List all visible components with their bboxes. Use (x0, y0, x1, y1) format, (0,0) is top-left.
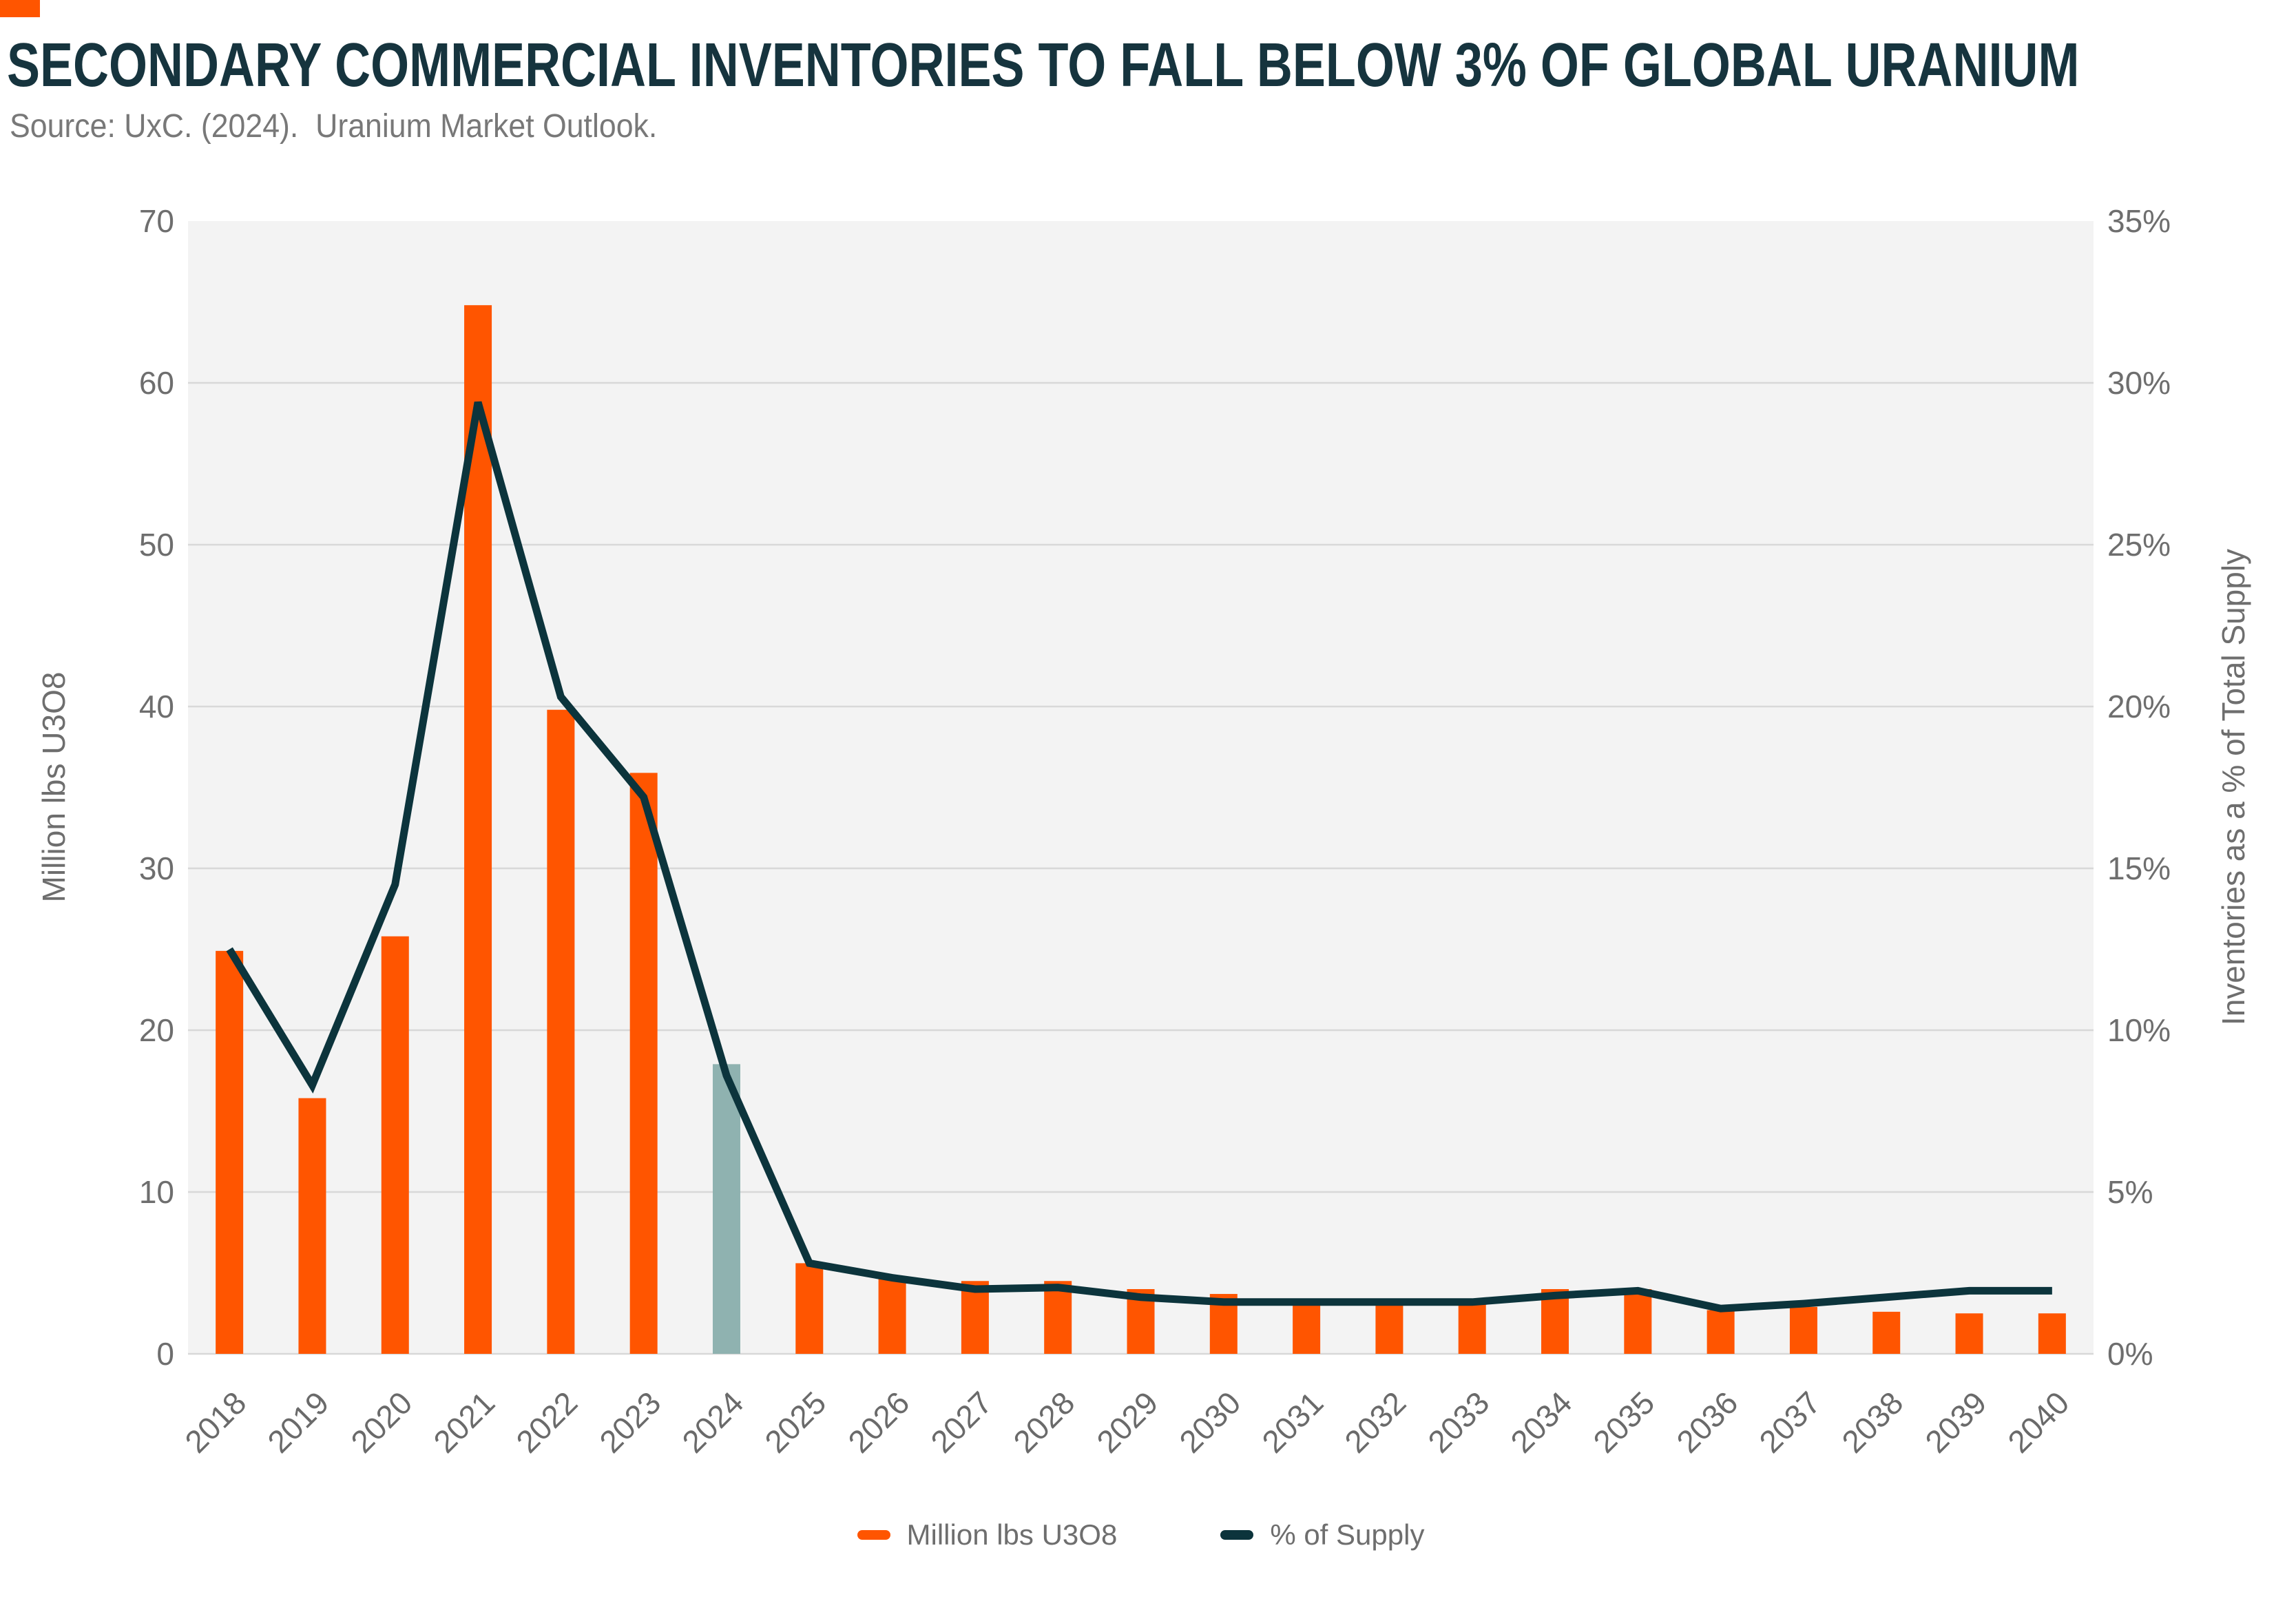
bar-2037 (1789, 1306, 1817, 1354)
line-series-swatch-icon (1220, 1530, 1254, 1540)
bar-2021 (464, 305, 492, 1355)
brand-accent-rect (0, 0, 40, 17)
legend: Million lbs U3O8 % of Supply (188, 1518, 2094, 1551)
left-axis-tick-40: 40 (138, 689, 174, 724)
plot-area (188, 221, 2094, 1355)
bar-2027 (961, 1281, 989, 1354)
bar-2032 (1375, 1300, 1403, 1354)
bar-2038 (1872, 1311, 1901, 1354)
bar-2018 (216, 950, 244, 1354)
bar-2023 (629, 773, 658, 1354)
bar-2024 (712, 1064, 740, 1354)
bar-2036 (1707, 1310, 1735, 1354)
left-axis-title: Million lbs U3O8 (36, 671, 72, 903)
left-axis-tick-20: 20 (138, 1012, 174, 1048)
legend-label-line-series: % of Supply (1270, 1518, 1425, 1551)
bar-2020 (381, 936, 409, 1354)
left-axis-tick-10: 10 (138, 1174, 174, 1210)
bar-2026 (878, 1276, 906, 1354)
right-axis-tick-0%: 0% (2107, 1336, 2153, 1372)
left-axis-tick-70: 70 (138, 203, 174, 239)
bar-series-swatch-icon (857, 1530, 890, 1540)
right-axis-title: Inventories as a % of Total Supply (2215, 548, 2251, 1026)
bar-2025 (795, 1263, 824, 1354)
bar-2028 (1044, 1281, 1072, 1354)
right-axis-tick-10%: 10% (2107, 1012, 2171, 1048)
legend-label-bar-series: Million lbs U3O8 (906, 1518, 1118, 1551)
legend-item-line-series: % of Supply (1220, 1518, 1424, 1551)
right-axis-tick-15%: 15% (2107, 850, 2171, 886)
combo-chart (188, 305, 2094, 1355)
bar-2040 (2038, 1313, 2066, 1354)
right-axis-tick-35%: 35% (2107, 203, 2171, 239)
legend-item-bar-series: Million lbs U3O8 (857, 1518, 1118, 1551)
right-axis-tick-25%: 25% (2107, 527, 2171, 563)
bar-2035 (1624, 1289, 1652, 1354)
bar-2039 (1955, 1313, 1983, 1354)
left-axis-tick-50: 50 (138, 527, 174, 563)
line-percent-of-supply (226, 401, 2052, 1313)
page-title: SECONDARY COMMERCIAL INVENTORIES TO FALL… (7, 31, 2080, 100)
bar-2019 (298, 1098, 326, 1354)
right-axis-tick-30%: 30% (2107, 365, 2171, 401)
right-axis-tick-20%: 20% (2107, 689, 2171, 724)
bar-2033 (1458, 1300, 1486, 1354)
left-axis-tick-0: 0 (156, 1336, 174, 1372)
bar-2022 (547, 709, 575, 1354)
bar-2031 (1293, 1300, 1321, 1354)
source-note: Source: UxC. (2024). Uranium Market Outl… (10, 108, 658, 145)
left-axis-tick-60: 60 (138, 365, 174, 401)
left-axis-tick-30: 30 (138, 850, 174, 886)
right-axis-tick-5%: 5% (2107, 1174, 2153, 1210)
